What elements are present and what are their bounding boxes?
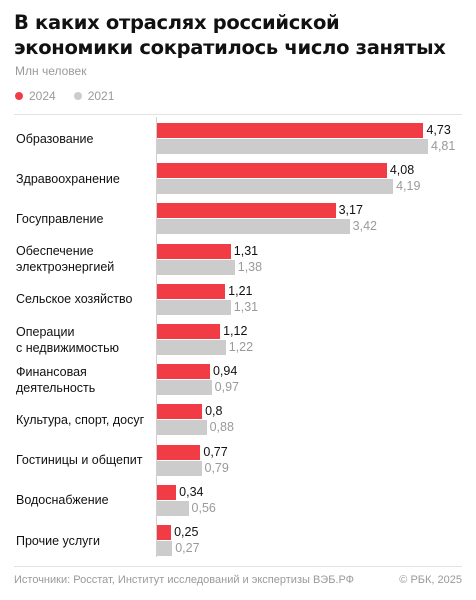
category-label-line: электроэнергией bbox=[16, 260, 115, 275]
category-label-line: Культура, спорт, досуг bbox=[16, 412, 145, 427]
legend-label-2024: 2024 bbox=[29, 89, 56, 103]
bar-2024 bbox=[157, 525, 172, 540]
bar-2024 bbox=[157, 364, 210, 380]
value-label-2024: 4,08 bbox=[389, 163, 415, 178]
bar-2024 bbox=[157, 444, 201, 460]
value-label-2024: 0,25 bbox=[174, 525, 199, 539]
category-label-line: Операции bbox=[16, 324, 75, 339]
category-label-line: Сельское хозяйство bbox=[16, 292, 133, 307]
source-note: Источники: Росстат, Институт исследовани… bbox=[14, 574, 355, 586]
value-label-2021: 0,97 bbox=[214, 380, 239, 395]
value-label-2024: 1,21 bbox=[228, 283, 253, 298]
bar-2021 bbox=[157, 179, 394, 195]
category-label-line: Обеспечение bbox=[16, 244, 94, 259]
category-label-line: деятельность bbox=[16, 380, 96, 395]
category-label-line: Госуправление bbox=[16, 211, 104, 226]
value-label-2021: 1,22 bbox=[228, 340, 254, 354]
value-label-2024: 0,34 bbox=[179, 484, 204, 499]
copyright-note: © РБК, 2025 bbox=[399, 574, 462, 586]
bottom-divider bbox=[14, 566, 462, 567]
category-label: Операции с недвижимостью bbox=[16, 324, 154, 356]
bar-2024 bbox=[157, 484, 177, 500]
value-label-2021: 0,88 bbox=[209, 420, 234, 435]
value-label-2024: 3,17 bbox=[338, 203, 363, 218]
value-label-2021: 4,81 bbox=[431, 139, 456, 153]
legend: 2024 2021 bbox=[15, 89, 132, 103]
category-label: Обеспечение электроэнергией bbox=[16, 243, 154, 275]
bar-2024 bbox=[157, 123, 424, 138]
value-label-2021: 3,42 bbox=[352, 219, 378, 234]
bar-2024 bbox=[157, 243, 231, 259]
legend-label-2021: 2021 bbox=[87, 89, 115, 103]
value-label-2021: 1,38 bbox=[237, 259, 263, 274]
value-label-2021: 0,27 bbox=[175, 541, 200, 555]
top-divider bbox=[14, 114, 462, 115]
category-label: Финансовая деятельность bbox=[16, 364, 154, 396]
bar-2021 bbox=[157, 541, 173, 556]
category-label-line: с недвижимостью bbox=[16, 340, 119, 355]
category-label: Водоснабжение bbox=[16, 492, 154, 508]
bar-2024 bbox=[157, 283, 226, 299]
bar-2024 bbox=[157, 324, 221, 339]
legend-item-2021: 2021 bbox=[73, 89, 115, 103]
bar-2024 bbox=[157, 163, 387, 179]
legend-item-2024: 2024 bbox=[15, 89, 56, 103]
category-label-line: Образование bbox=[16, 131, 94, 146]
bar-2024 bbox=[157, 203, 336, 219]
chart-subtitle: Млн человек bbox=[15, 64, 87, 78]
category-label: Прочие услуги bbox=[16, 533, 154, 549]
value-label-2024: 0,77 bbox=[203, 444, 228, 459]
value-label-2024: 0,94 bbox=[212, 364, 238, 379]
bar-2021 bbox=[157, 299, 231, 315]
category-label: Образование bbox=[16, 131, 154, 147]
category-label-line: Здравоохранение bbox=[16, 171, 120, 186]
bar-2021 bbox=[157, 219, 350, 235]
value-label-2021: 0,56 bbox=[191, 500, 216, 515]
bar-2021 bbox=[157, 259, 235, 275]
category-label: Госуправление bbox=[16, 211, 154, 227]
bar-2021 bbox=[157, 380, 212, 396]
bar-2021 bbox=[157, 340, 226, 355]
value-label-2021: 0,79 bbox=[204, 460, 229, 475]
value-label-2024: 1,12 bbox=[223, 324, 248, 338]
category-label-line: Финансовая bbox=[16, 364, 87, 379]
bar-2021 bbox=[157, 139, 428, 154]
category-label-line: Прочие услуги bbox=[16, 533, 100, 548]
category-label: Гостиницы и общепит bbox=[16, 452, 154, 468]
category-label: Культура, спорт, досуг bbox=[16, 412, 154, 428]
category-label: Сельское хозяйство bbox=[16, 291, 154, 307]
bar-2024 bbox=[157, 404, 203, 420]
bar-2021 bbox=[157, 460, 202, 476]
category-axis-line bbox=[156, 117, 157, 557]
value-label-2024: 1,31 bbox=[233, 243, 259, 258]
legend-dot-2021 bbox=[73, 92, 82, 100]
category-label-line: Водоснабжение bbox=[16, 493, 109, 508]
legend-dot-2024 bbox=[15, 92, 23, 100]
value-label-2024: 0,8 bbox=[205, 404, 223, 419]
chart-title: В каких отраслях российской экономики со… bbox=[14, 11, 446, 59]
bar-2021 bbox=[157, 500, 189, 516]
category-label: Здравоохранение bbox=[16, 171, 154, 187]
bar-2021 bbox=[157, 420, 207, 436]
value-label-2021: 1,31 bbox=[233, 299, 259, 314]
value-label-2024: 4,73 bbox=[426, 123, 451, 137]
category-label-line: Гостиницы и общепит bbox=[16, 453, 143, 468]
value-label-2021: 4,19 bbox=[396, 179, 421, 194]
